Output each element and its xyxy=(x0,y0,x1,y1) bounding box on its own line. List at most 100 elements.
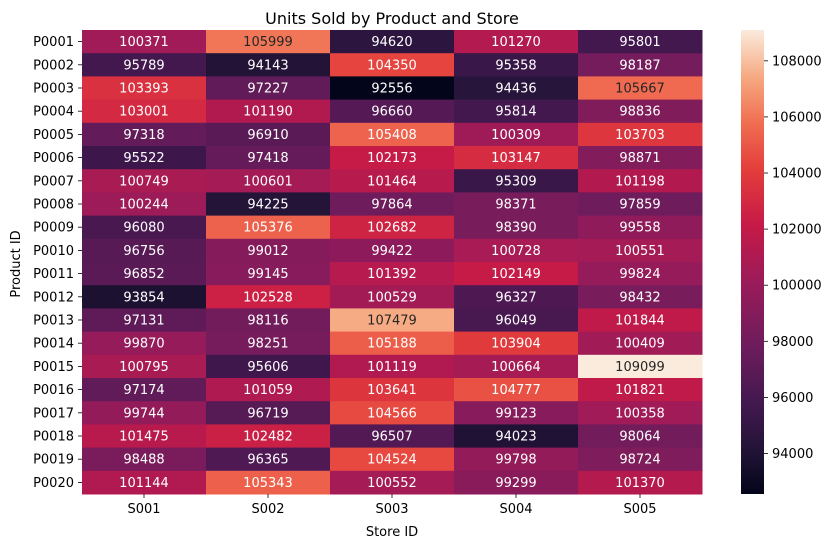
heatmap-cell xyxy=(206,424,331,449)
y-tick-label: P0007 xyxy=(33,174,74,189)
cell-value-label: 98187 xyxy=(619,58,660,73)
cell-value-label: 100795 xyxy=(119,360,169,375)
y-tick-label: P0015 xyxy=(33,360,74,375)
heatmap-cell xyxy=(578,99,703,124)
cell-value-label: 100664 xyxy=(491,360,541,375)
colorbar-tick-label: 108000 xyxy=(772,54,822,69)
heatmap-cell xyxy=(578,331,703,356)
y-tick-label: P0001 xyxy=(33,35,74,50)
cell-value-label: 99012 xyxy=(247,244,288,259)
cell-value-label: 101144 xyxy=(119,476,169,491)
y-axis-label: Product ID xyxy=(9,230,24,297)
colorbar-tick-label: 94000 xyxy=(772,447,813,462)
cell-value-label: 96910 xyxy=(247,128,288,143)
heatmap-cell xyxy=(454,378,579,402)
heatmap-cell xyxy=(330,354,455,379)
heatmap-cell xyxy=(206,285,331,309)
heatmap-cell xyxy=(82,76,207,101)
heatmap-cell xyxy=(578,354,703,379)
heatmap-cell xyxy=(454,424,579,449)
cell-value-label: 99744 xyxy=(123,406,164,421)
heatmap-cell xyxy=(578,285,703,309)
colorbar-tick-label: 106000 xyxy=(772,110,822,125)
cell-value-label: 98371 xyxy=(495,198,536,213)
y-tick-label: P0008 xyxy=(33,198,74,213)
heatmap-cell xyxy=(330,53,455,77)
heatmap-cell xyxy=(454,30,579,54)
cell-value-label: 97131 xyxy=(123,314,164,329)
heatmap-cell xyxy=(330,331,455,356)
cell-value-label: 104777 xyxy=(491,383,541,398)
heatmap-cell xyxy=(82,122,207,147)
cell-value-label: 97227 xyxy=(247,82,288,97)
heatmap-cell xyxy=(330,99,455,124)
heatmap-cell xyxy=(206,99,331,124)
cell-value-label: 98724 xyxy=(619,453,660,468)
cell-value-label: 94436 xyxy=(495,82,536,97)
chart-title: Units Sold by Product and Store xyxy=(265,9,519,28)
y-tick-label: P0012 xyxy=(33,290,74,305)
cell-value-label: 98871 xyxy=(619,151,660,166)
cell-value-label: 103001 xyxy=(119,105,169,120)
cell-value-label: 97859 xyxy=(619,198,660,213)
heatmap-cell xyxy=(206,53,331,77)
y-tick-label: P0010 xyxy=(33,244,74,259)
heatmap-cell xyxy=(82,378,207,402)
cell-value-label: 101370 xyxy=(615,476,665,491)
y-tick-label: P0002 xyxy=(33,58,74,73)
heatmap-cell xyxy=(206,122,331,147)
cell-value-label: 99123 xyxy=(495,406,536,421)
heatmap-cell xyxy=(578,378,703,402)
heatmap-cell xyxy=(82,424,207,449)
cell-value-label: 97318 xyxy=(123,128,164,143)
heatmap-cell xyxy=(578,447,703,472)
cell-value-label: 101190 xyxy=(243,105,293,120)
cell-value-label: 102149 xyxy=(491,267,541,282)
heatmap-cell xyxy=(454,354,579,379)
cell-value-label: 96660 xyxy=(371,105,412,120)
cell-value-label: 107479 xyxy=(367,314,417,329)
heatmap-cell xyxy=(578,76,703,101)
heatmap-cell xyxy=(578,401,703,425)
cell-value-label: 105667 xyxy=(615,82,665,97)
heatmap-cell xyxy=(578,308,703,333)
heatmap-cell xyxy=(82,30,207,54)
heatmap-cell xyxy=(578,192,703,217)
cell-value-label: 100309 xyxy=(491,128,541,143)
cell-value-label: 101059 xyxy=(243,383,293,398)
y-tick-label: P0017 xyxy=(33,406,74,421)
cell-value-label: 103393 xyxy=(119,82,169,97)
cell-value-label: 96852 xyxy=(123,267,164,282)
cell-value-label: 101821 xyxy=(615,383,665,398)
cell-value-label: 105999 xyxy=(243,35,293,50)
heatmap-cell xyxy=(82,169,207,193)
heatmap-cell xyxy=(454,169,579,193)
heatmap-cell xyxy=(578,169,703,193)
heatmap-cell xyxy=(454,238,579,263)
x-tick-label: S003 xyxy=(375,502,408,517)
y-tick-label: P0020 xyxy=(33,476,74,491)
y-tick-label: P0003 xyxy=(33,82,74,97)
cell-value-label: 109099 xyxy=(615,360,665,375)
cell-value-label: 97864 xyxy=(371,198,412,213)
y-tick-label: P0004 xyxy=(33,105,74,120)
cell-value-label: 94143 xyxy=(247,58,288,73)
heatmap-cell xyxy=(330,401,455,425)
cell-value-label: 95606 xyxy=(247,360,288,375)
cell-value-label: 95358 xyxy=(495,58,536,73)
y-tick-label: P0018 xyxy=(33,430,74,445)
colorbar: 94000 96000 98000 100000 102000 104000 106000 1… xyxy=(741,30,822,494)
heatmap-cell xyxy=(454,122,579,147)
heatmap-cell xyxy=(454,447,579,472)
cell-value-label: 95522 xyxy=(123,151,164,166)
heatmap-cell xyxy=(206,76,331,101)
y-axis-ticks: P0001 P0002 P0003 P0004 P0005 P0006 P0007 P0008… xyxy=(33,35,82,491)
cell-value-label: 95814 xyxy=(495,105,536,120)
cell-value-label: 99145 xyxy=(247,267,288,282)
heatmap-cell xyxy=(578,470,703,495)
cell-value-label: 98251 xyxy=(247,337,288,352)
heatmap-cell xyxy=(206,215,331,240)
y-tick-label: P0011 xyxy=(33,267,74,282)
heatmap-cell xyxy=(206,146,331,170)
cell-value-label: 97174 xyxy=(123,383,164,398)
